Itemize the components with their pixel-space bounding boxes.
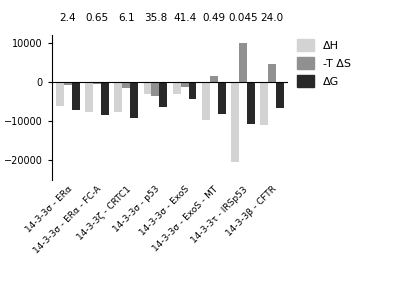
- Bar: [144, 82, 152, 94]
- Text: 41.4: 41.4: [173, 13, 196, 23]
- Text: 6.1: 6.1: [118, 13, 135, 23]
- Bar: [114, 82, 122, 113]
- Bar: [188, 82, 196, 99]
- Bar: [260, 82, 268, 125]
- Bar: [276, 82, 284, 108]
- Bar: [130, 82, 138, 118]
- Bar: [231, 82, 239, 162]
- Bar: [202, 82, 210, 120]
- Bar: [218, 82, 226, 114]
- Bar: [210, 76, 218, 82]
- Text: 0.65: 0.65: [86, 13, 109, 23]
- Bar: [101, 82, 109, 115]
- Bar: [64, 82, 72, 85]
- Bar: [85, 82, 93, 113]
- Bar: [247, 82, 255, 124]
- Text: 0.045: 0.045: [228, 13, 258, 23]
- Bar: [93, 82, 101, 84]
- Legend: ΔH, -T ΔS, ΔG: ΔH, -T ΔS, ΔG: [293, 35, 355, 91]
- Bar: [239, 44, 247, 82]
- Text: 35.8: 35.8: [144, 13, 167, 23]
- Bar: [173, 82, 181, 94]
- Bar: [56, 82, 64, 106]
- Text: 24.0: 24.0: [260, 13, 284, 23]
- Text: 0.49: 0.49: [202, 13, 225, 23]
- Bar: [181, 82, 188, 86]
- Bar: [122, 82, 130, 88]
- Bar: [159, 82, 167, 107]
- Bar: [268, 64, 276, 82]
- Bar: [152, 82, 159, 95]
- Bar: [72, 82, 80, 110]
- Text: 2.4: 2.4: [60, 13, 76, 23]
